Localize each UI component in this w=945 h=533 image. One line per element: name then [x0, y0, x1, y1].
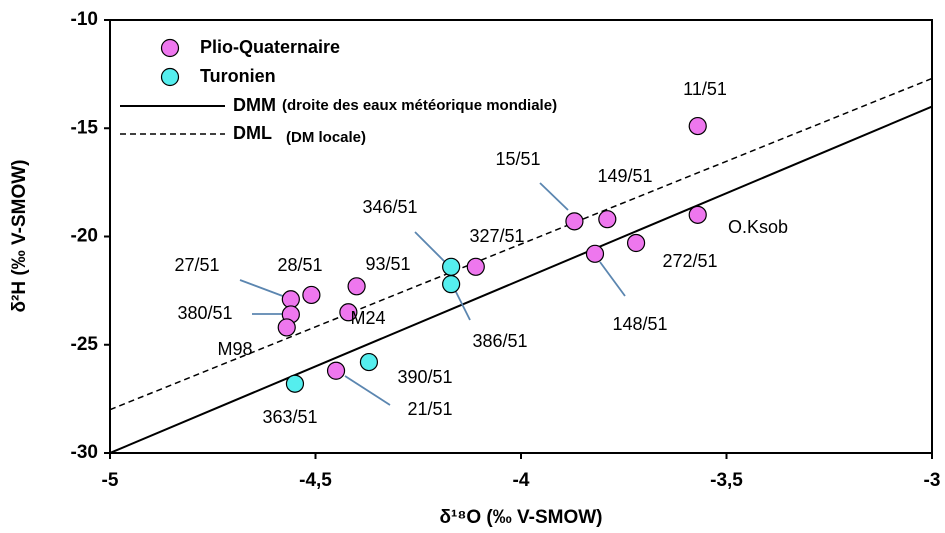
legend-label: DML [233, 123, 272, 143]
point-label: 380/51 [177, 303, 232, 323]
x-tick-label: -3,5 [710, 470, 743, 491]
point [626, 233, 646, 253]
point-label: 272/51 [662, 251, 717, 271]
x-axis-label: δ¹⁸O (‰ V-SMOW) [440, 507, 603, 528]
x-tick-label: -4 [513, 470, 530, 491]
point [277, 318, 296, 337]
point [359, 352, 379, 372]
point [326, 361, 346, 380]
leader-line [239, 279, 289, 299]
point [688, 205, 707, 224]
leader-line [414, 231, 446, 263]
point [466, 257, 485, 276]
legend-label: DMM [233, 95, 276, 115]
legend-note: (droite des eaux météorique mondiale) [282, 97, 557, 114]
point-label: 11/51 [683, 79, 727, 99]
point-label: 386/51 [472, 331, 527, 351]
point [442, 275, 461, 294]
reference-line [110, 77, 932, 411]
point-label: 15/51 [495, 149, 540, 169]
point [585, 244, 605, 263]
leader-line [454, 289, 471, 321]
leader-line [539, 182, 569, 211]
point [281, 290, 300, 309]
point [339, 303, 358, 322]
point [302, 285, 321, 305]
point [442, 257, 461, 276]
y-tick-label: -25 [71, 334, 99, 355]
x-tick-label: -3 [924, 470, 941, 491]
x-tick-label: -4,5 [299, 470, 332, 491]
point-label: 93/51 [365, 254, 410, 274]
point-label: 390/51 [397, 367, 452, 387]
leader-line [344, 375, 391, 406]
point-label: 363/51 [262, 407, 317, 427]
point-label: 27/51 [174, 255, 219, 275]
legend-label: Turonien [200, 66, 276, 86]
point-label: 28/51 [277, 255, 322, 275]
point-label: M98 [217, 339, 252, 359]
legend-label: Plio-Quaternaire [200, 37, 340, 57]
point-label: 148/51 [612, 314, 667, 334]
point-label: 149/51 [597, 166, 652, 186]
point [598, 210, 617, 229]
x-tick-label: -5 [102, 470, 119, 491]
legend-note: (DM locale) [286, 129, 366, 146]
reference-line [110, 105, 932, 453]
y-tick-label: -15 [71, 117, 99, 138]
leader-line [599, 261, 626, 297]
point-label: O.Ksob [728, 217, 788, 237]
legend-marker [160, 67, 180, 87]
y-axis-label: δ²H (‰ V-SMOW) [9, 160, 30, 313]
point [347, 277, 366, 296]
point-label: 346/51 [362, 197, 417, 217]
point-label: M24 [350, 308, 385, 328]
point [688, 116, 707, 136]
point [285, 374, 305, 393]
point-label: 21/51 [407, 399, 452, 419]
point-label: 327/51 [469, 226, 524, 246]
y-tick-label: -10 [71, 9, 98, 30]
y-tick-label: -30 [71, 442, 98, 463]
y-tick-label: -20 [71, 226, 98, 247]
legend-marker [160, 38, 180, 58]
point [565, 212, 584, 231]
